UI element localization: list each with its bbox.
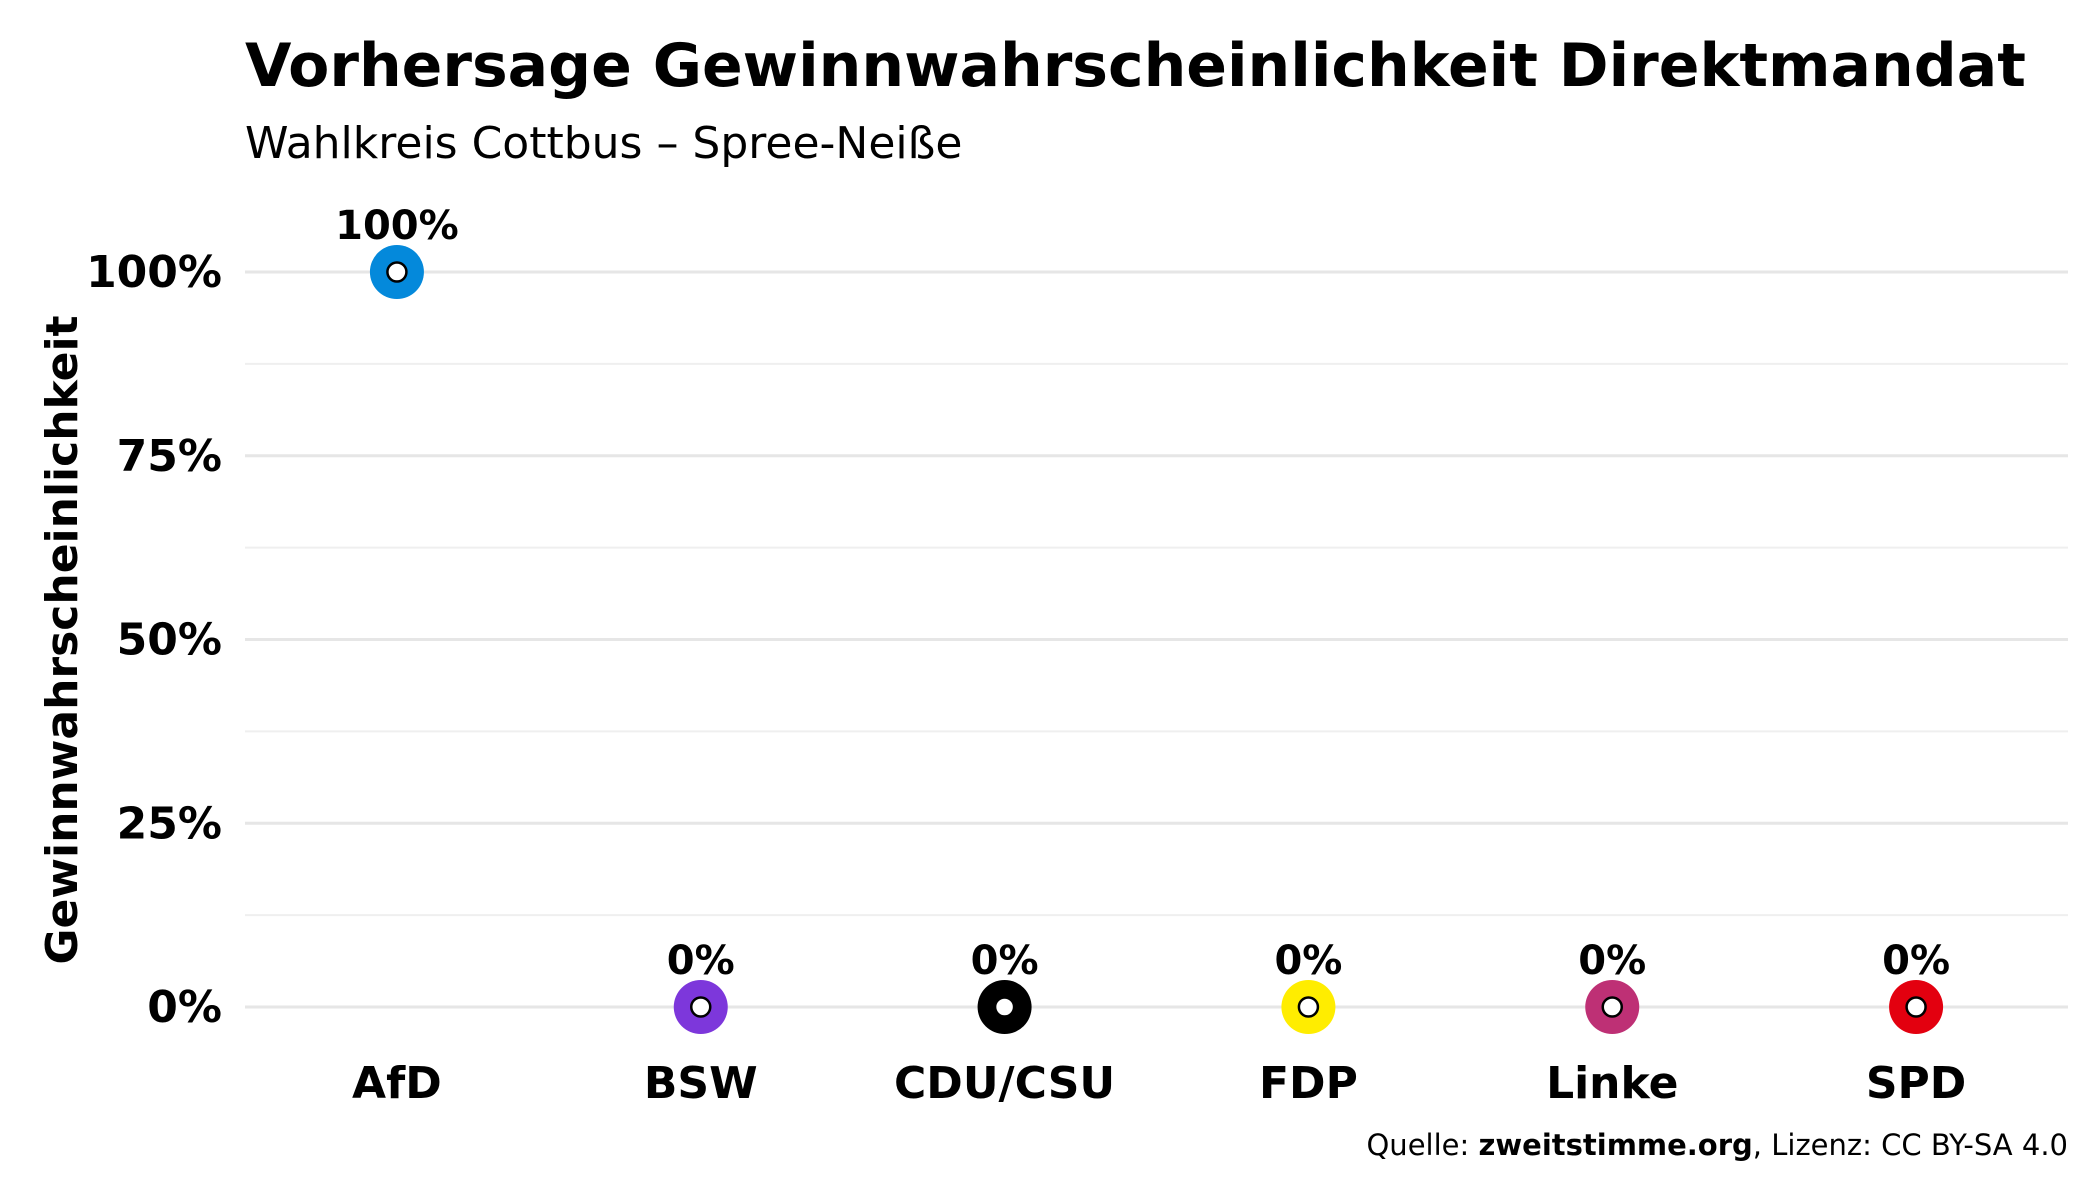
data-points: 100% 0% 0% 0% 0% 0% <box>335 203 1950 1034</box>
y-tick-label: 25% <box>117 798 222 849</box>
y-axis-label: Gewinnwahrscheinlichkeit <box>37 315 88 964</box>
data-label: 0% <box>667 938 735 984</box>
x-tick-label: Linke <box>1546 1058 1678 1109</box>
data-label: 0% <box>971 938 1039 984</box>
data-point-center <box>1297 996 1320 1018</box>
x-tick-label: SPD <box>1866 1058 1966 1109</box>
chart-subtitle: Wahlkreis Cottbus – Spree-Neiße <box>245 118 962 169</box>
x-tick-label: AfD <box>352 1058 442 1109</box>
data-point-center <box>386 261 408 283</box>
caption-source: zweitstimme.org <box>1478 1128 1752 1162</box>
data-label: 0% <box>1578 938 1646 984</box>
caption: Quelle: zweitstimme.org, Lizenz: CC BY-S… <box>1366 1128 2068 1162</box>
x-tick-label: CDU/CSU <box>894 1058 1115 1109</box>
data-point-center <box>993 996 1016 1018</box>
x-tick-label: FDP <box>1259 1058 1358 1109</box>
caption-suffix: , Lizenz: CC BY-SA 4.0 <box>1753 1128 2068 1162</box>
data-point-center <box>1601 996 1623 1018</box>
data-point-center <box>1905 996 1927 1018</box>
y-tick-label: 0% <box>147 982 222 1033</box>
x-tick-label: BSW <box>644 1058 758 1109</box>
y-tick-label: 75% <box>117 431 222 482</box>
caption-prefix: Quelle: <box>1366 1128 1478 1162</box>
y-tick-label: 100% <box>86 247 222 298</box>
data-label: 0% <box>1274 938 1342 984</box>
grid <box>245 270 2068 1009</box>
x-axis-ticks: AfD BSW CDU/CSU FDP Linke SPD <box>352 1058 1966 1109</box>
y-tick-label: 50% <box>117 615 222 666</box>
data-point-center <box>690 996 712 1018</box>
chart-title: Vorhersage Gewinnwahrscheinlichkeit Dire… <box>245 31 2026 101</box>
y-axis-ticks: 0% 25% 50% 75% 100% <box>86 247 222 1033</box>
data-label: 100% <box>335 203 459 249</box>
data-label: 0% <box>1882 938 1950 984</box>
